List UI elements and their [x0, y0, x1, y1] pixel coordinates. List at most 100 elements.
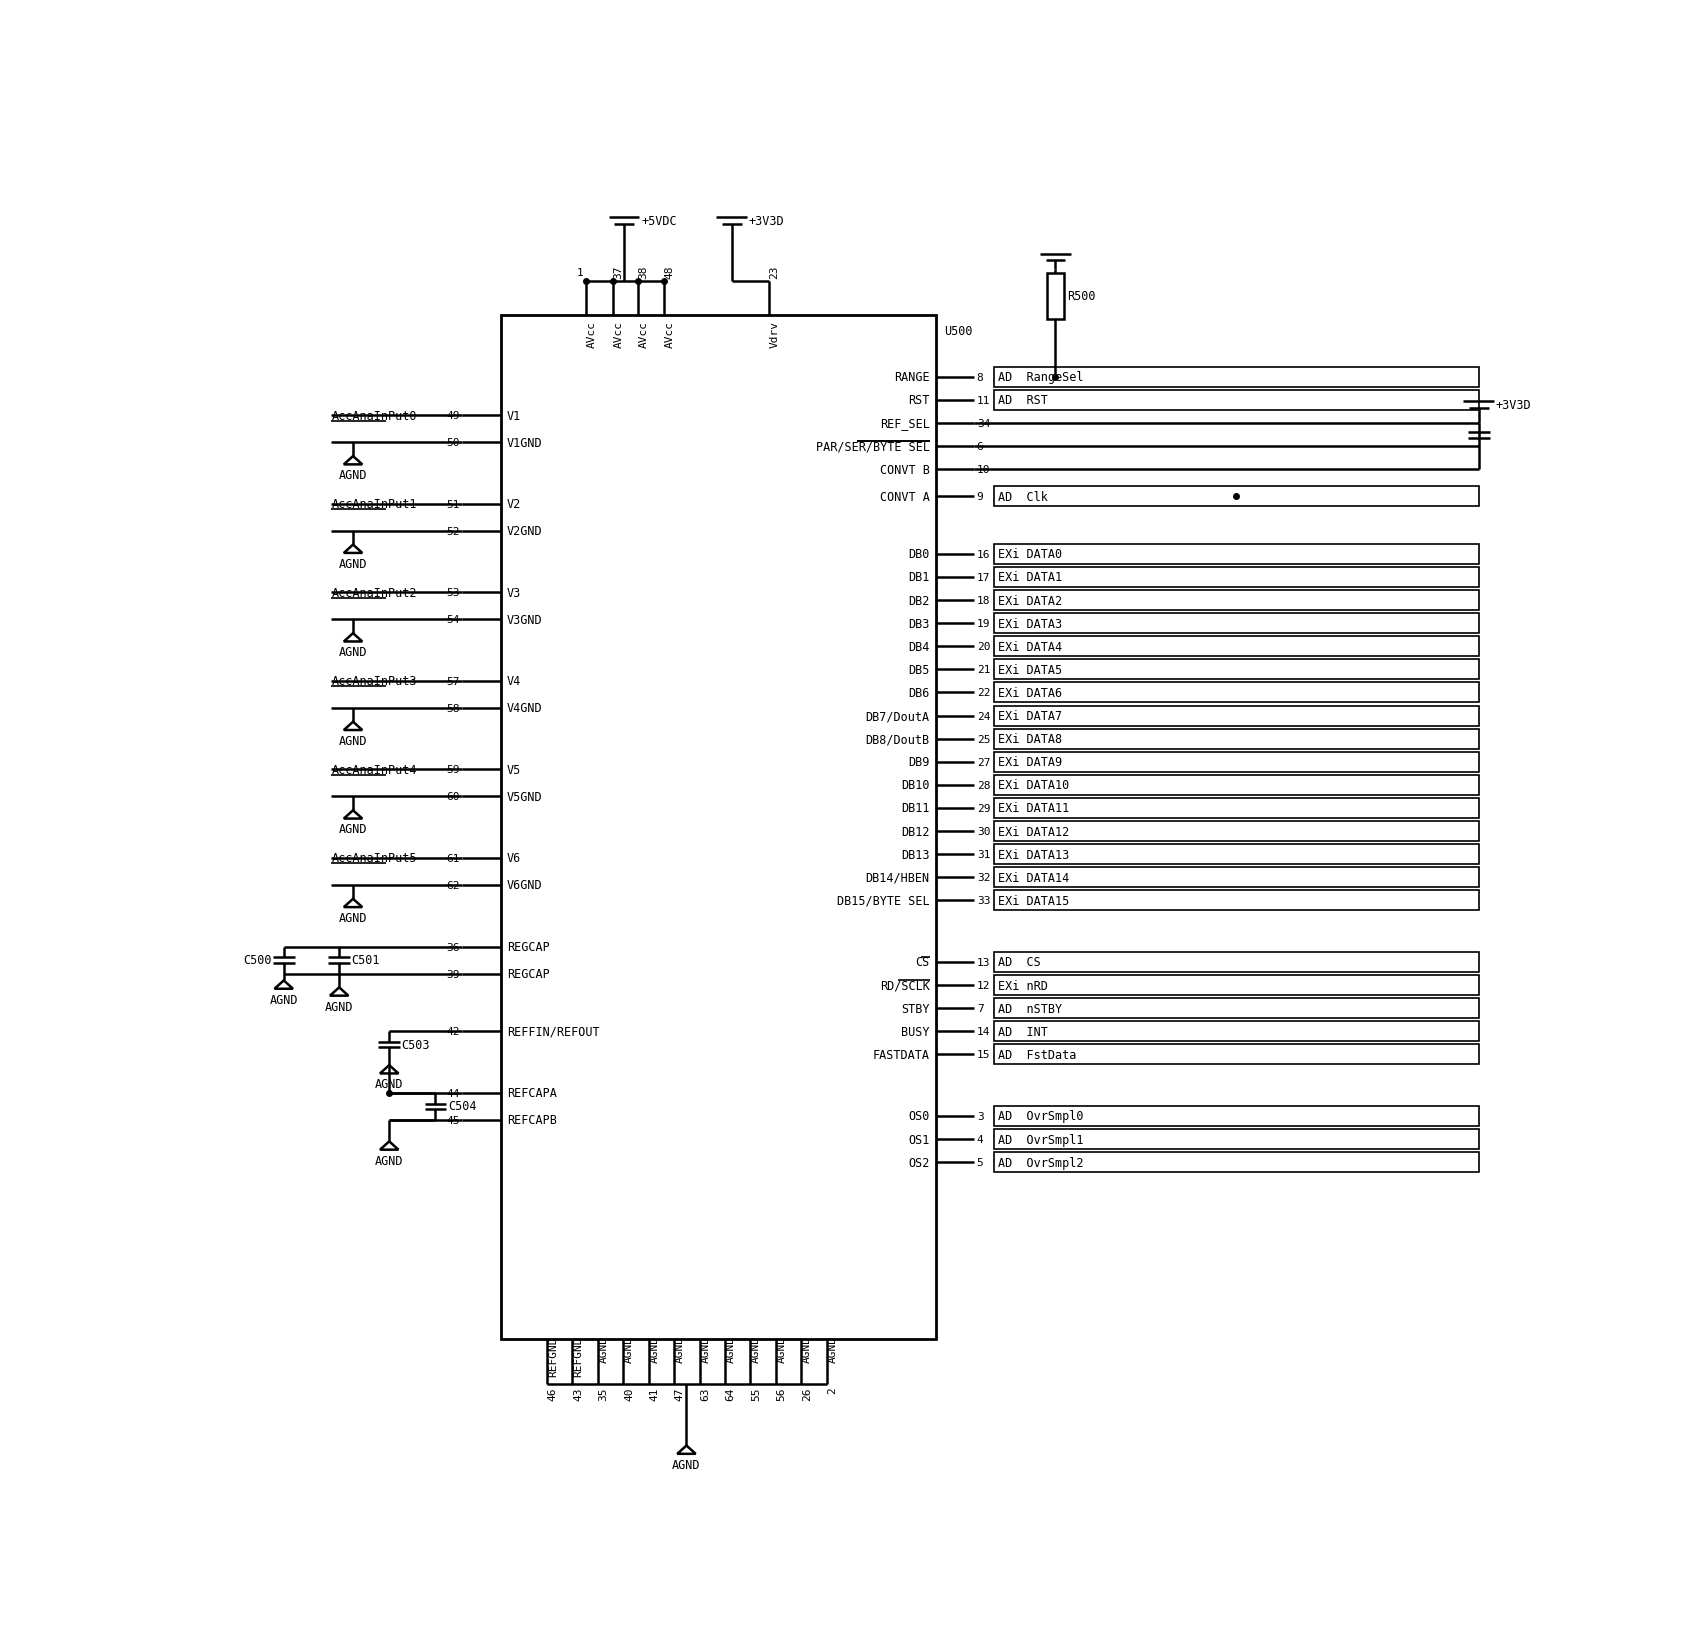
- Text: EXi DATA10: EXi DATA10: [998, 779, 1069, 792]
- Bar: [994, 1044, 1479, 1065]
- Text: DB15/BYTE SEL: DB15/BYTE SEL: [837, 895, 930, 908]
- Text: 58: 58: [447, 703, 461, 713]
- Text: 16: 16: [977, 549, 991, 559]
- Bar: [994, 367, 1479, 387]
- Text: 54: 54: [447, 615, 461, 624]
- Bar: [994, 821, 1479, 841]
- Polygon shape: [344, 811, 363, 820]
- Bar: [994, 892, 1479, 911]
- Bar: [994, 544, 1479, 564]
- Text: 44: 44: [447, 1088, 461, 1098]
- Text: C504: C504: [447, 1100, 476, 1113]
- Text: EXi nRD: EXi nRD: [998, 978, 1049, 992]
- Bar: [501, 316, 937, 1339]
- Text: AD  FstData: AD FstData: [998, 1049, 1077, 1060]
- Bar: [1047, 274, 1064, 320]
- Text: EXi DATA11: EXi DATA11: [998, 801, 1069, 815]
- Text: AVcc: AVcc: [586, 321, 596, 347]
- Text: 3: 3: [977, 1111, 984, 1121]
- Text: 20: 20: [977, 642, 991, 652]
- Text: RST: RST: [908, 393, 930, 406]
- Text: 59: 59: [447, 765, 461, 775]
- Text: DB2: DB2: [908, 595, 930, 606]
- Text: 6: 6: [977, 443, 984, 452]
- Text: Vdrv: Vdrv: [769, 321, 779, 347]
- Text: BUSY: BUSY: [901, 1024, 930, 1037]
- Text: +5VDC: +5VDC: [640, 215, 676, 228]
- Text: AD  nSTBY: AD nSTBY: [998, 1001, 1062, 1015]
- Text: 5: 5: [977, 1157, 984, 1167]
- Text: REFCAPB: REFCAPB: [507, 1113, 557, 1126]
- Text: 36: 36: [447, 942, 461, 952]
- Text: 1: 1: [576, 269, 583, 279]
- Text: 56: 56: [776, 1387, 786, 1400]
- Text: EXi DATA9: EXi DATA9: [998, 756, 1062, 769]
- Text: DB6: DB6: [908, 687, 930, 700]
- Text: V5: V5: [507, 764, 522, 777]
- Text: EXi DATA8: EXi DATA8: [998, 733, 1062, 746]
- Text: AGND: AGND: [339, 646, 368, 659]
- Text: DB10: DB10: [901, 779, 930, 792]
- Text: 33: 33: [977, 897, 991, 906]
- Text: 57: 57: [447, 677, 461, 687]
- Text: 55: 55: [750, 1387, 761, 1400]
- Text: CONVT B: CONVT B: [879, 464, 930, 477]
- Text: 62: 62: [447, 880, 461, 890]
- Bar: [994, 1106, 1479, 1126]
- Text: AGND: AGND: [649, 1336, 659, 1362]
- Text: 35: 35: [598, 1387, 608, 1400]
- Text: V3: V3: [507, 587, 522, 600]
- Text: AGND: AGND: [269, 993, 298, 1006]
- Bar: [994, 975, 1479, 995]
- Text: U500: U500: [944, 325, 972, 338]
- Text: AGND: AGND: [339, 469, 368, 482]
- Bar: [994, 1021, 1479, 1042]
- Text: C500: C500: [242, 954, 271, 967]
- Polygon shape: [344, 634, 363, 642]
- Polygon shape: [344, 546, 363, 554]
- Text: EXi DATA1: EXi DATA1: [998, 570, 1062, 583]
- Text: REGCAP: REGCAP: [507, 967, 551, 980]
- Polygon shape: [678, 1446, 696, 1454]
- Text: EXi DATA4: EXi DATA4: [998, 641, 1062, 654]
- Text: V6: V6: [507, 852, 522, 865]
- Text: 30: 30: [977, 826, 991, 836]
- Text: EXi DATA14: EXi DATA14: [998, 872, 1069, 883]
- Text: 41: 41: [649, 1387, 659, 1400]
- Polygon shape: [379, 1065, 398, 1074]
- Text: AD  CS: AD CS: [998, 956, 1042, 969]
- Text: AGND: AGND: [827, 1336, 837, 1362]
- Text: AGND: AGND: [339, 734, 368, 747]
- Bar: [994, 706, 1479, 726]
- Text: 43: 43: [573, 1387, 583, 1400]
- Text: AD  OvrSmpl1: AD OvrSmpl1: [998, 1133, 1084, 1146]
- Text: 2: 2: [827, 1387, 837, 1393]
- Text: AGND: AGND: [623, 1336, 634, 1362]
- Text: DB1: DB1: [908, 570, 930, 583]
- Bar: [994, 998, 1479, 1018]
- Bar: [994, 661, 1479, 680]
- Text: OS0: OS0: [908, 1110, 930, 1123]
- Text: AGND: AGND: [725, 1336, 735, 1362]
- Text: 53: 53: [447, 588, 461, 598]
- Text: 45: 45: [447, 1115, 461, 1124]
- Text: 52: 52: [447, 526, 461, 536]
- Text: 26: 26: [801, 1387, 811, 1400]
- Text: DB13: DB13: [901, 847, 930, 860]
- Text: 64: 64: [725, 1387, 735, 1400]
- Text: RD/SCLK: RD/SCLK: [879, 978, 930, 992]
- Text: FASTDATA: FASTDATA: [872, 1049, 930, 1060]
- Text: 39: 39: [447, 969, 461, 978]
- Text: EXi DATA6: EXi DATA6: [998, 687, 1062, 700]
- Text: OS2: OS2: [908, 1155, 930, 1169]
- Text: AVcc: AVcc: [613, 321, 623, 347]
- Text: 15: 15: [977, 1049, 991, 1060]
- Text: AGND: AGND: [374, 1154, 403, 1167]
- Text: V6GND: V6GND: [507, 879, 542, 892]
- Text: 48: 48: [666, 266, 674, 279]
- Polygon shape: [344, 457, 363, 465]
- Text: 60: 60: [447, 792, 461, 801]
- Text: 22: 22: [977, 688, 991, 698]
- Text: REGCAP: REGCAP: [507, 941, 551, 954]
- Text: DB4: DB4: [908, 641, 930, 654]
